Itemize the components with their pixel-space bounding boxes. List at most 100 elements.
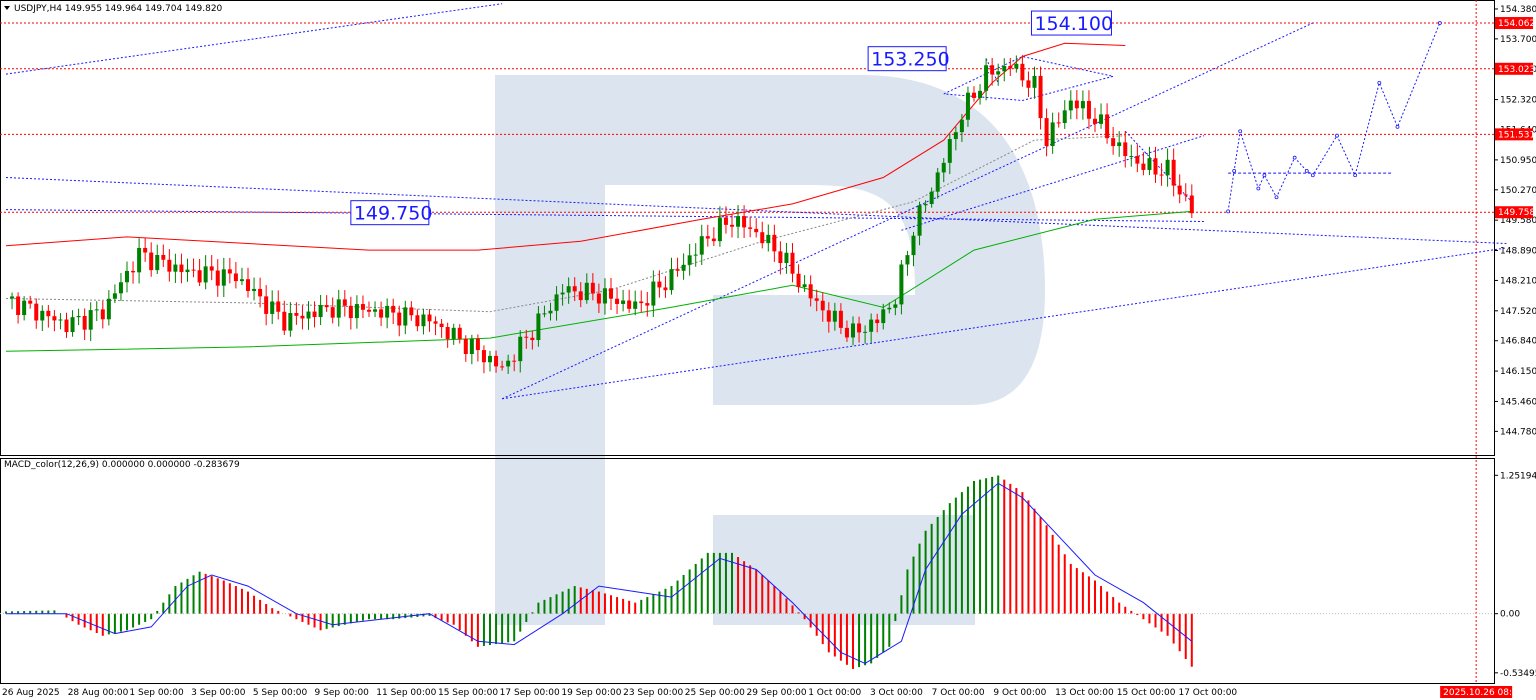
candle-body [1032,75,1037,88]
price-tag-box [1495,62,1533,75]
candle-body [512,360,517,362]
candle-body [742,216,747,228]
x-end-label: 2025.10.26 08:00 [1443,688,1524,698]
candle-body [615,298,620,304]
collapse-triangle-icon[interactable] [4,6,10,10]
y-tick-label: 152.320 [1500,96,1536,106]
candle-body [1153,158,1158,175]
candle-body [233,273,238,282]
forecast-line [1227,22,1441,212]
candle-body [318,305,323,318]
candle-body [530,337,535,341]
candle-body [336,299,341,318]
candle-body [832,310,837,322]
candle-body [965,92,970,120]
symbol-header: USDJPY,H4 149.955 149.964 149.704 149.82… [14,4,223,14]
candle-body [500,366,505,368]
x-tick-label: 28 Aug 00:00 [68,688,129,698]
candle-body [475,338,480,351]
candle-body [524,336,529,338]
candle-body [342,299,347,306]
x-tick-label: 7 Oct 00:00 [932,688,985,698]
candle-body [627,300,632,309]
candle-body [748,227,753,229]
candle-body [1117,142,1122,147]
x-tick-label: 19 Sep 00:00 [561,688,621,698]
x-tick-label: 26 Aug 2025 [2,688,60,698]
y-tick-label: 149.580 [1500,216,1536,226]
candle-body [379,309,384,318]
candle-body [1159,174,1164,176]
x-tick-label: 1 Sep 00:00 [129,688,184,698]
candle-body [572,286,577,292]
candle-body [959,119,964,133]
candle-body [227,269,232,274]
candle-body [415,315,420,327]
candle-body [221,269,226,286]
candle-body [844,327,849,338]
watermark-logo [495,75,1045,625]
candle-body [300,315,305,319]
candle-body [191,269,196,271]
forecast-node [1377,80,1382,85]
candle-body [887,307,892,310]
candle-body [82,315,87,330]
candle-body [947,139,952,163]
candle-body [10,296,15,299]
candle-body [16,296,21,316]
macd-signal [6,482,1193,664]
candle-body [669,269,674,291]
x-tick-label: 13 Oct 00:00 [1055,688,1114,698]
candle-body [1099,114,1104,124]
candle-body [875,319,880,324]
trend-line [943,55,1114,102]
candle-body [681,264,686,271]
candle-body [838,310,843,328]
candle-body [1123,142,1128,157]
macd-signal-line [6,482,1193,664]
candle-body [88,310,93,330]
candle-body [518,336,523,362]
candle-body [736,216,741,227]
candle-body [439,323,444,328]
candle-body [578,291,583,301]
candle-body [639,301,644,304]
candle-body [143,247,148,253]
candle-body [905,255,910,265]
candle-body [772,234,777,252]
candle-body [893,304,898,308]
candle-body [814,298,819,301]
candle-body [258,288,263,297]
candle-body [1014,63,1019,69]
y-tick-label: 153.700 [1500,35,1536,45]
candle-body [917,205,922,236]
candle-body [1093,118,1097,124]
candle-body [118,282,123,294]
forecast-node [1304,168,1309,173]
candle-body [796,273,801,288]
macd-axis: 1.25194 0.00 -0.53495 [1494,471,1536,679]
candle-body [548,310,553,314]
candle-body [911,235,916,256]
candle-body [536,313,541,341]
candle-body [100,309,105,320]
annotation-level_149: 149.750 [354,203,433,225]
candle-body [554,294,559,311]
candle-body [506,360,511,367]
x-tick-label: 5 Sep 00:00 [253,688,308,698]
candle-body [22,300,27,316]
candle-body [137,247,142,273]
candle-body [935,172,940,192]
candle-body [373,309,378,312]
x-tick-label: 11 Sep 00:00 [376,688,436,698]
candle-body [784,252,789,264]
x-tick-label: 9 Sep 00:00 [315,688,370,698]
candle-body [149,252,154,271]
candle-body [663,287,668,291]
candle-body [312,311,317,318]
candle-body [693,254,698,256]
candle-body [584,282,589,301]
candle-body [34,303,39,321]
candles [10,55,1194,374]
